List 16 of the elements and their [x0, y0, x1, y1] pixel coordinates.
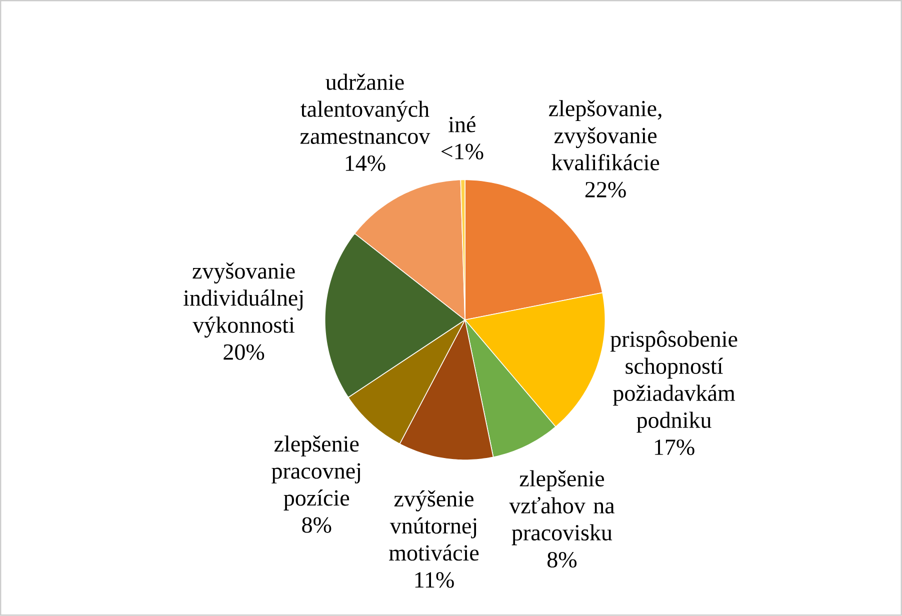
slice-label: zlepšenie pracovnej pozície	[272, 436, 360, 511]
data-label: 8%	[302, 517, 332, 533]
slice-label: udržanie talentovaných zamestnancov	[300, 74, 430, 144]
slice-label: zvýšenie vnútornej motivácie	[389, 490, 479, 561]
data-label: 14%	[346, 156, 386, 172]
data-label: 22%	[585, 182, 626, 198]
data-label: 20%	[224, 344, 264, 360]
slice-label: zvyšovanie individuálnej výkonnosti	[184, 262, 303, 338]
slice-label: iné	[448, 116, 476, 132]
slice-label: zlepšovanie, zvyšovanie kvalifikácie	[548, 100, 662, 171]
data-label: 8%	[548, 552, 577, 568]
slice-label: prispôsobenie schopností požiadavkám podniku	[610, 330, 738, 433]
slice-label: zlepšenie vzťahov na pracovisku	[509, 470, 615, 546]
data-label: 17%	[654, 440, 694, 456]
data-label: 11%	[415, 572, 454, 588]
data-label: <1%	[441, 144, 484, 160]
